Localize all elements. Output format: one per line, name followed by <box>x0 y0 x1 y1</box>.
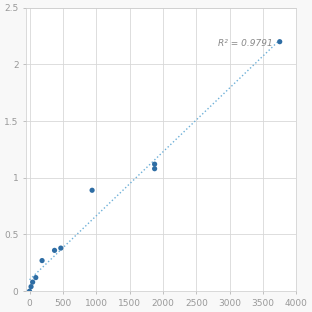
Text: R² = 0.9791: R² = 0.9791 <box>218 39 272 48</box>
Point <box>30 280 35 285</box>
Point <box>58 246 63 251</box>
Point <box>27 289 32 294</box>
Point <box>40 258 45 263</box>
Point <box>152 166 157 171</box>
Point <box>277 39 282 44</box>
Point <box>52 248 57 253</box>
Point <box>33 275 38 280</box>
Point <box>152 162 157 167</box>
Point <box>90 188 95 193</box>
Point <box>29 284 34 289</box>
